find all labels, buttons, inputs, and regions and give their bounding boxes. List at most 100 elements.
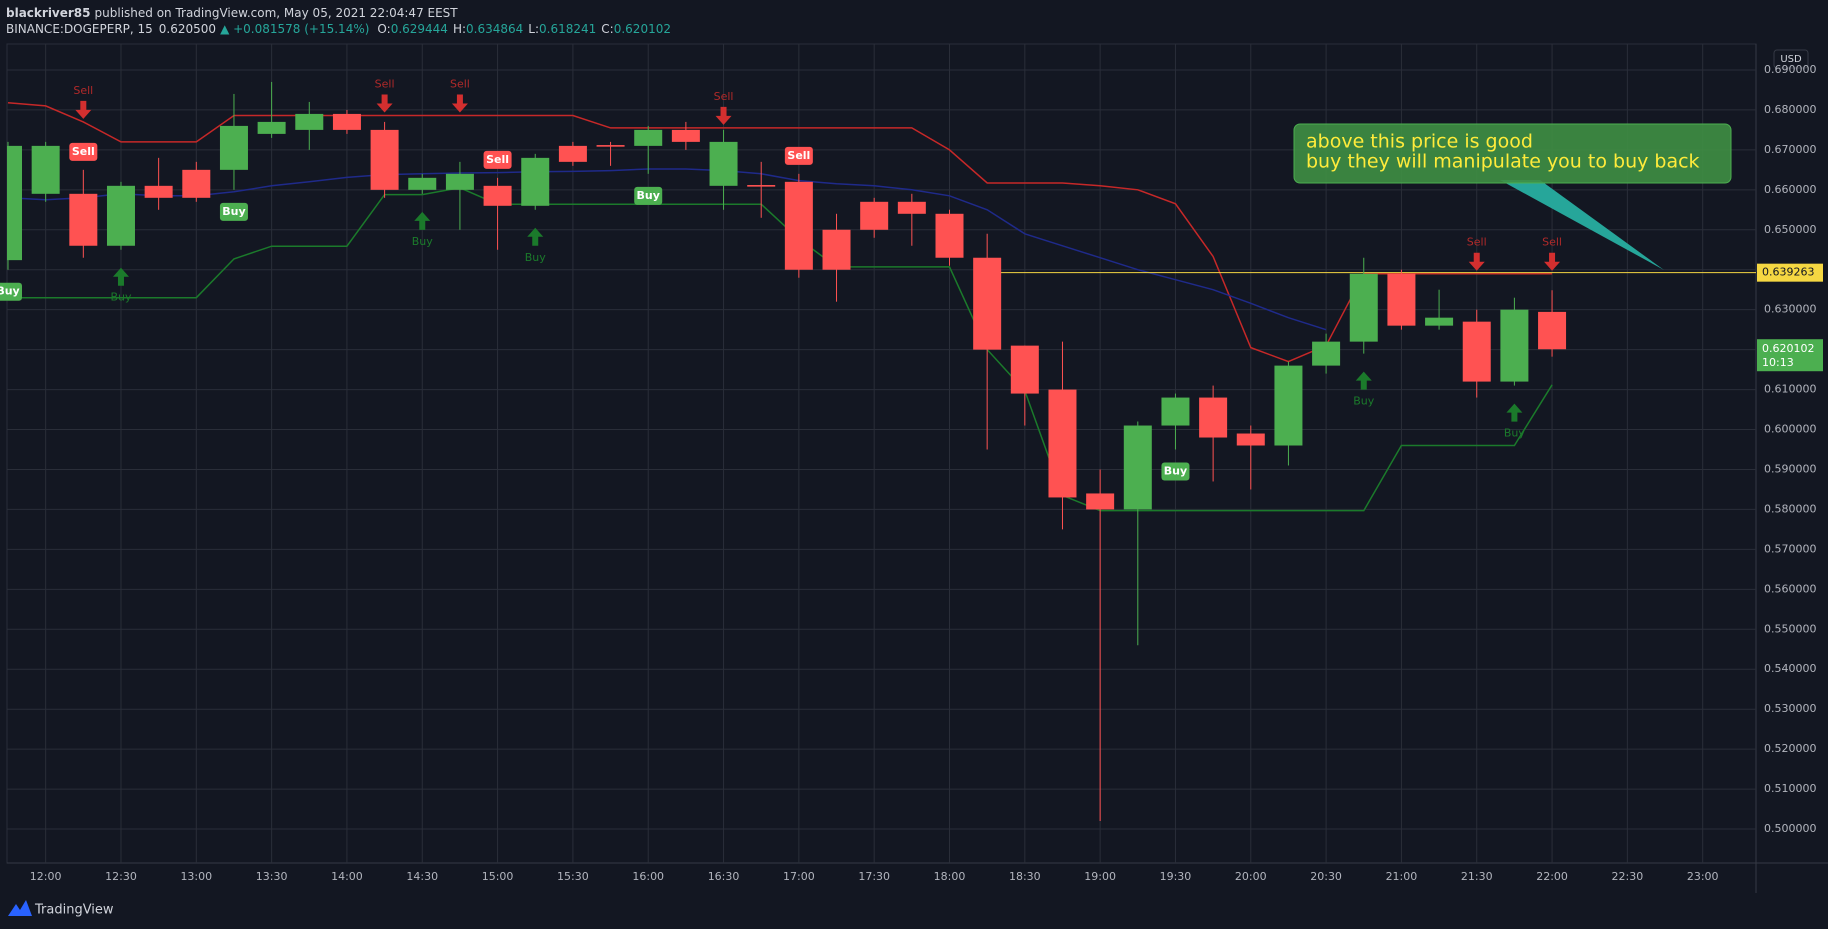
buy-signal-text: Buy (1353, 395, 1375, 408)
candle-body (408, 177, 437, 190)
symbol-line: BINANCE:DOGEPERP, 15 0.620500 ▲ +0.081578 … (6, 22, 671, 36)
ohlc-label: L: (528, 22, 539, 36)
x-tick-label: 14:00 (331, 870, 363, 883)
x-tick-label: 12:00 (30, 870, 62, 883)
buy-label: Buy (0, 285, 20, 298)
x-tick-label: 16:00 (632, 870, 664, 883)
indicator-line (7, 168, 1327, 331)
x-tick-label: 22:30 (1612, 870, 1644, 883)
candle-body (7, 145, 22, 261)
x-tick-label: 15:30 (557, 870, 589, 883)
ohlc-value: 0.629444 (391, 22, 448, 36)
sell-signal-text: Sell (1542, 236, 1562, 249)
buy-label-box (219, 202, 248, 221)
candle-body (1500, 309, 1529, 382)
ohlc-value: 0.634864 (466, 22, 523, 36)
sell-label-box (784, 146, 813, 165)
buy-label-box (634, 186, 663, 205)
buy-signal-text: Buy (525, 251, 547, 264)
x-tick-label: 19:30 (1160, 870, 1192, 883)
footer-brand: TradingView (34, 903, 114, 918)
candle-body (69, 193, 98, 246)
header-line: blackriver85 published on TradingView.com… (6, 6, 458, 20)
callout-text: above this price is good (1306, 131, 1533, 153)
y-tick-label: 0.630000 (1764, 303, 1817, 316)
x-tick-label: 13:30 (256, 870, 288, 883)
candle-body (973, 257, 1002, 350)
candle-body (182, 169, 211, 198)
candle-body (370, 129, 399, 190)
buy-signal-text: Buy (412, 235, 434, 248)
candle-body (1010, 345, 1039, 394)
x-tick-label: 12:30 (105, 870, 137, 883)
candle-body (709, 141, 738, 186)
overlay: Sell Sell Sell Sell Sell Sell Buy Buy Buy Buy Buy S… (0, 78, 1732, 481)
y-tick-label: 0.570000 (1764, 542, 1817, 555)
candle-body (935, 213, 964, 258)
candle-body (332, 113, 361, 130)
buy-arrow (1506, 403, 1523, 422)
candle-body (1425, 317, 1454, 326)
sell-label-box (69, 142, 98, 161)
sell-signal-text: Sell (73, 84, 93, 97)
x-tick-label: 17:00 (783, 870, 815, 883)
sell-label: Sell (787, 149, 810, 162)
published: published on TradingView.com, May 05, 20… (95, 6, 459, 20)
sell-label: Sell (486, 153, 509, 166)
y-tick-label: 0.680000 (1764, 103, 1817, 116)
buy-arrow (527, 227, 544, 246)
candle-body (1086, 493, 1115, 510)
buy-label: Buy (222, 205, 245, 218)
y-tick-label: 0.510000 (1764, 782, 1817, 795)
logo (8, 900, 32, 916)
y-tick-label: 0.530000 (1764, 702, 1817, 715)
x-tick-label: 21:30 (1461, 870, 1493, 883)
sell-signal-text: Sell (375, 78, 395, 91)
sell-label-box (483, 150, 512, 169)
candle-body (295, 113, 324, 130)
x-tick-label: 17:30 (858, 870, 890, 883)
sell-arrow (451, 94, 468, 113)
logo-icon (8, 900, 32, 916)
candle-body (1161, 397, 1190, 426)
last-price-box (1757, 339, 1823, 372)
candle-body (634, 129, 663, 146)
x-tick-label: 23:00 (1687, 870, 1719, 883)
candle-body (106, 185, 135, 246)
last-price: 0.620102 (1762, 342, 1815, 355)
y-tick-label: 0.690000 (1764, 63, 1817, 76)
level-price: 0.639263 (1762, 266, 1815, 279)
sell-arrow (1544, 252, 1561, 271)
y-tick-label: 0.660000 (1764, 183, 1817, 196)
sell-signal-text: Sell (714, 90, 734, 103)
ohlc-value: 0.618241 (539, 22, 596, 36)
level-price-box (1757, 263, 1823, 282)
x-tick-label: 14:30 (406, 870, 438, 883)
candle-body (897, 201, 926, 214)
x-tick-label: 22:00 (1536, 870, 1568, 883)
indicator-line (7, 101, 1553, 363)
buy-label-box (1161, 462, 1190, 481)
buy-signal-text: Buy (1504, 427, 1526, 440)
candle-body (1462, 321, 1491, 382)
x-tick-label: 20:30 (1310, 870, 1342, 883)
y-tick-label: 0.650000 (1764, 223, 1817, 236)
buy-arrow (112, 267, 129, 286)
buy-signal-text: Buy (110, 291, 132, 304)
y-tick-label: 0.560000 (1764, 582, 1817, 595)
indicator-line (8, 187, 1553, 512)
candle-body (1349, 273, 1378, 342)
candle-body (445, 173, 474, 190)
x-tick-label: 18:30 (1009, 870, 1041, 883)
sell-arrow (715, 106, 732, 125)
candle-body (219, 125, 248, 170)
y-tick-label: 0.600000 (1764, 423, 1817, 436)
y-tick-label: 0.670000 (1764, 143, 1817, 156)
candle-body (1123, 425, 1152, 510)
buy-arrow (1355, 371, 1372, 390)
callout-text: buy they will manipulate you to buy back (1306, 151, 1700, 173)
candle-body (31, 145, 60, 194)
candle-body (1236, 433, 1265, 446)
sell-signal-text: Sell (1467, 236, 1487, 249)
